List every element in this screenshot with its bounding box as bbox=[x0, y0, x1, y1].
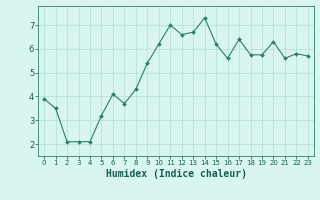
X-axis label: Humidex (Indice chaleur): Humidex (Indice chaleur) bbox=[106, 169, 246, 179]
